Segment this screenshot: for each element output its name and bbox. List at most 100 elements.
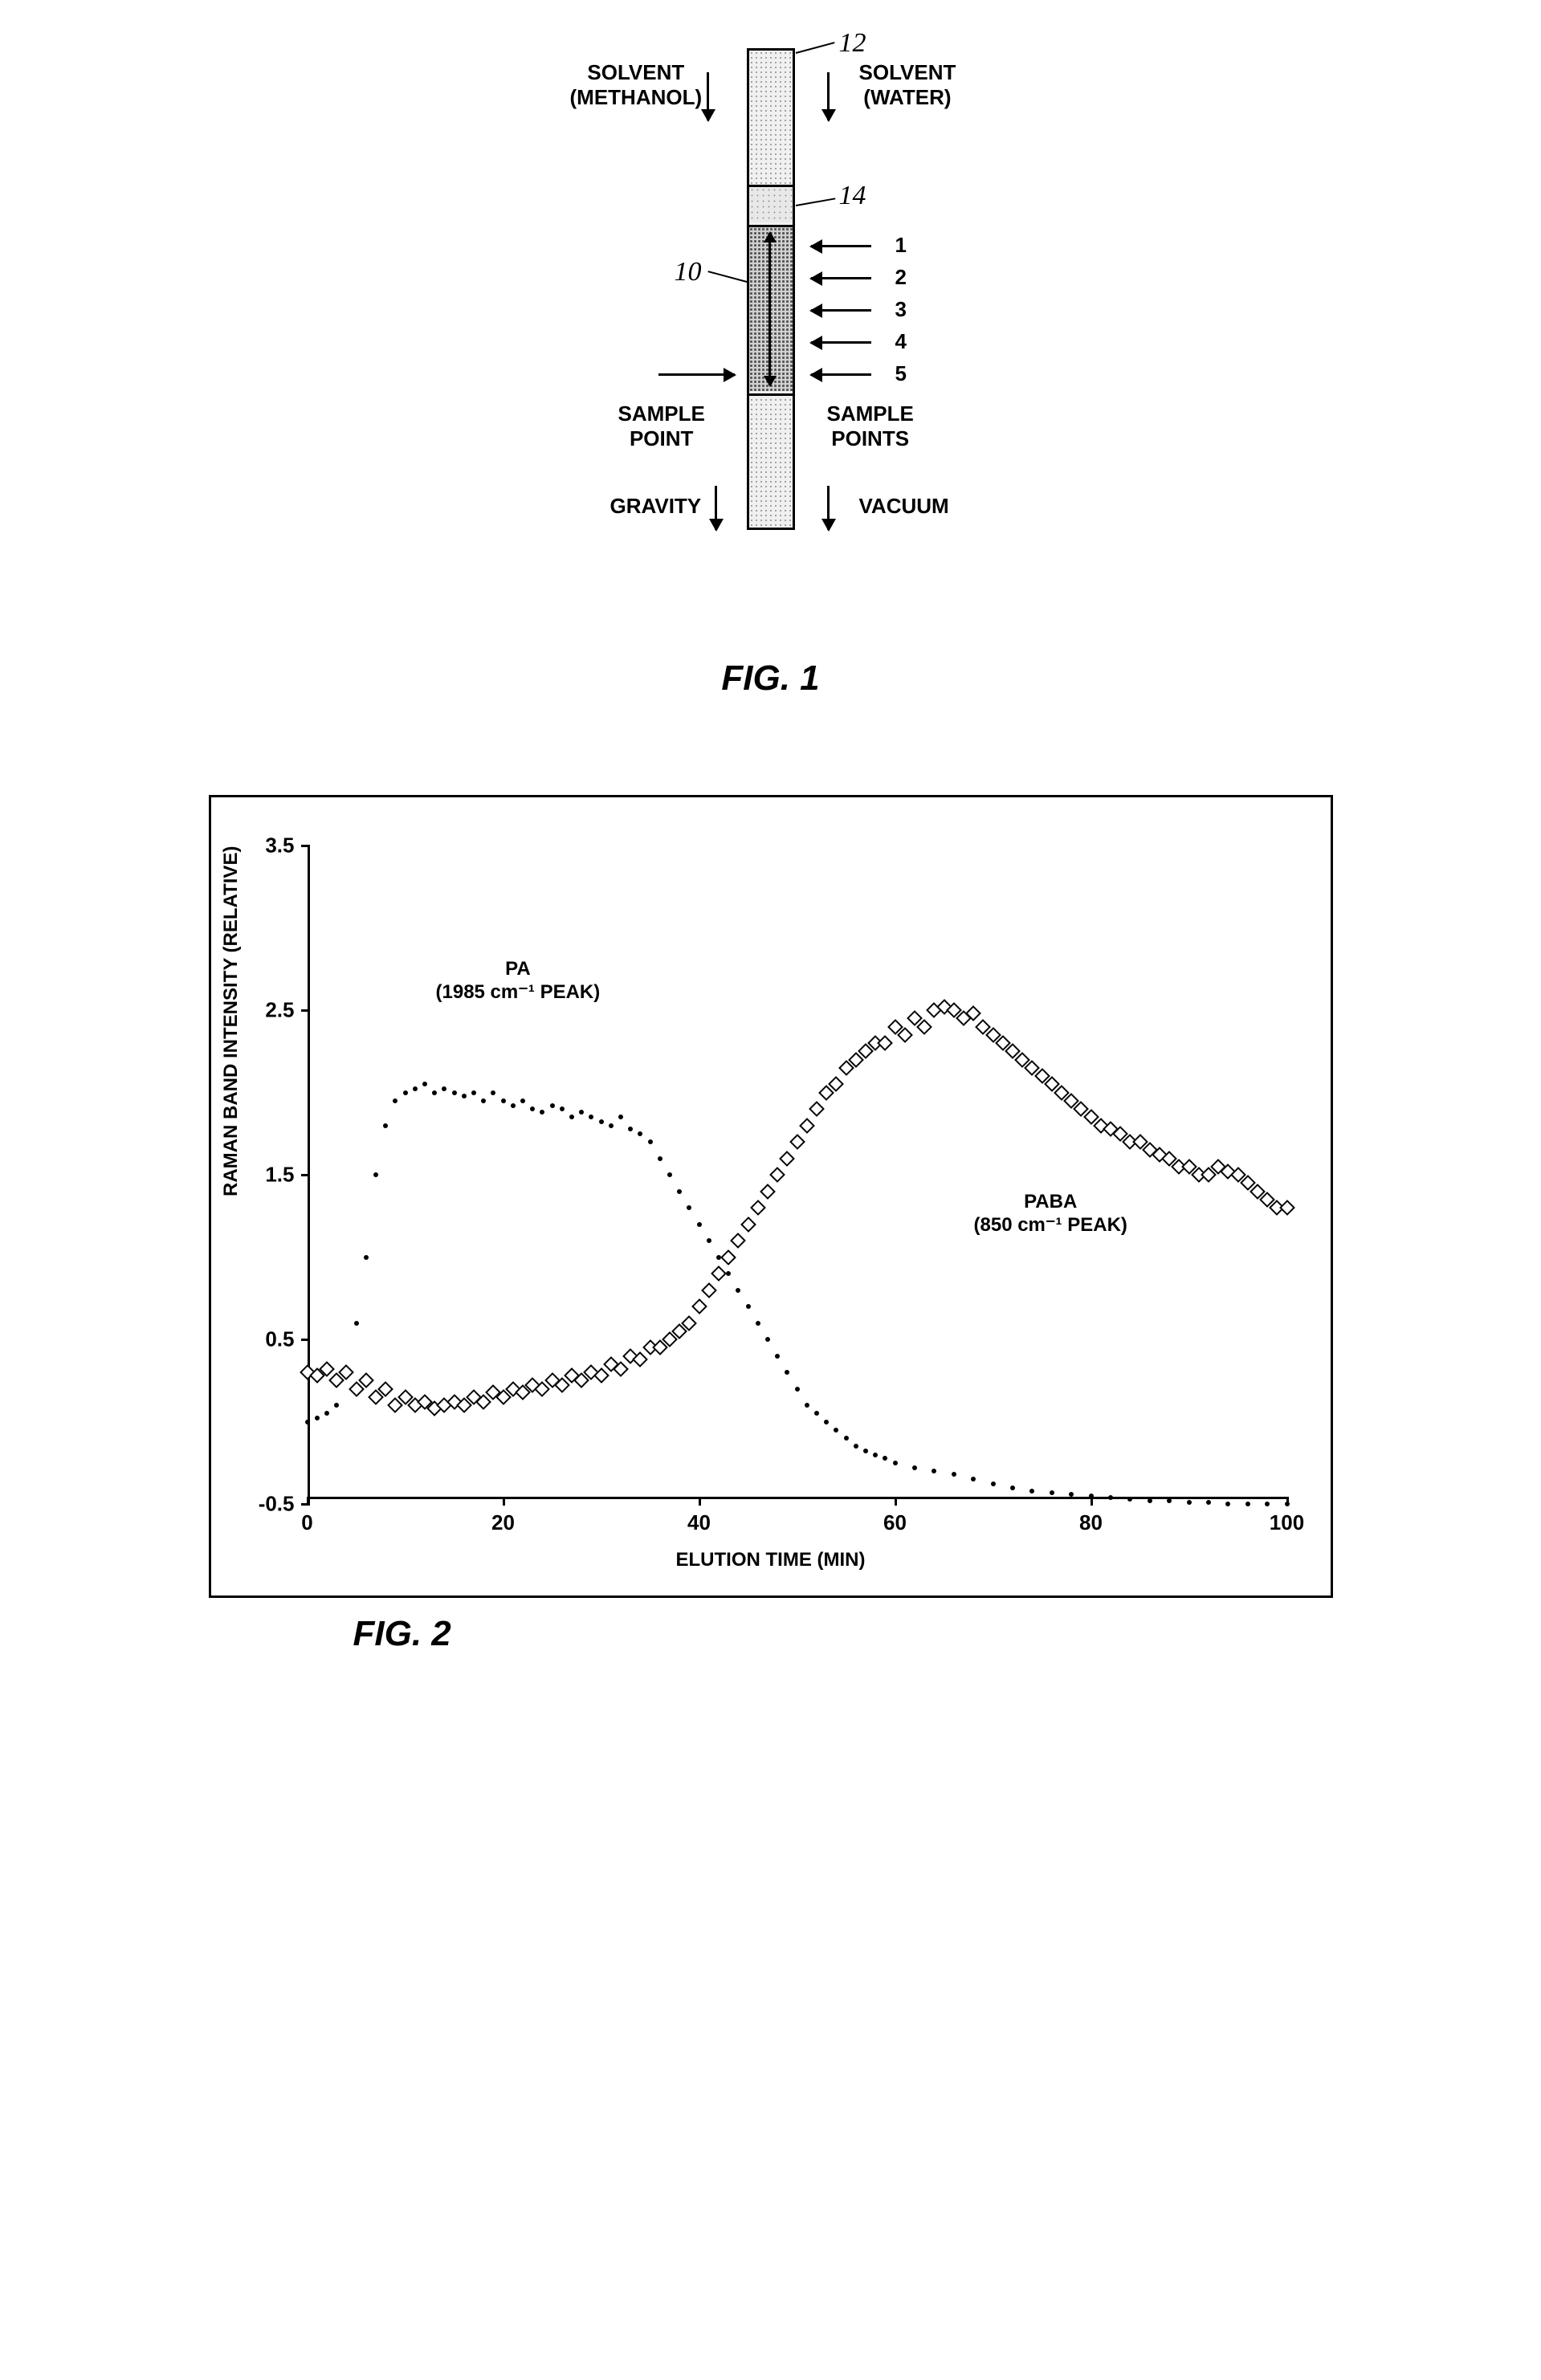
arrow-left-icon (811, 277, 871, 279)
paba-data-point (799, 1118, 815, 1134)
pa-data-point (912, 1465, 917, 1470)
pa-data-point (765, 1337, 770, 1342)
chart-area: RAMAN BAND INTENSITY (RELATIVE) ELUTION … (209, 795, 1333, 1598)
fig1-diagram: SOLVENT (METHANOL) SOLVENT (WATER) 12 14… (410, 48, 1132, 626)
pa-data-point (893, 1461, 898, 1465)
pa-data-point (863, 1449, 868, 1453)
pa-data-point (883, 1456, 887, 1461)
solvent-right-label: SOLVENT (WATER) (859, 60, 956, 110)
arrow-down-icon (827, 72, 830, 120)
arrow-left-icon (811, 373, 871, 376)
x-tick-label: 100 (1270, 1510, 1304, 1535)
paba-data-point (691, 1298, 707, 1314)
arrow-right-icon (658, 373, 735, 376)
pa-data-point (422, 1082, 427, 1086)
pa-data-point (609, 1123, 614, 1128)
pa-data-point (795, 1387, 800, 1392)
pa-data-point (520, 1098, 525, 1103)
paba-data-point (701, 1282, 717, 1298)
figure-1-caption: FIG. 1 (410, 658, 1132, 699)
arrow-down-icon (827, 486, 830, 530)
pa-data-point (756, 1321, 760, 1326)
pa-data-point (305, 1420, 310, 1424)
figure-2: RAMAN BAND INTENSITY (RELATIVE) ELUTION … (209, 795, 1333, 1654)
pa-data-point (1206, 1500, 1211, 1505)
pa-data-point (442, 1086, 446, 1091)
sample-point-number: 4 (895, 329, 907, 354)
pa-data-point (511, 1103, 516, 1108)
pa-data-point (677, 1189, 682, 1194)
ref-number-14: 14 (839, 181, 866, 211)
pa-data-point (854, 1444, 858, 1449)
double-arrow-icon (768, 233, 771, 385)
pa-data-point (550, 1103, 555, 1108)
pa-data-point (707, 1238, 711, 1243)
pa-data-point (1069, 1492, 1074, 1497)
pa-data-point (1187, 1500, 1192, 1505)
pa-data-point (628, 1127, 633, 1131)
pa-data-point (501, 1098, 506, 1103)
pa-data-point (824, 1420, 829, 1424)
paba-data-point (769, 1167, 785, 1183)
y-axis-title: RAMAN BAND INTENSITY (RELATIVE) (220, 846, 243, 1196)
paba-data-point (1279, 1200, 1295, 1216)
pa-data-point (462, 1094, 467, 1098)
pa-data-point (315, 1416, 320, 1420)
x-tick-label: 40 (687, 1510, 711, 1535)
x-axis-title: ELUTION TIME (MIN) (676, 1549, 866, 1571)
pa-data-point (638, 1131, 642, 1136)
arrow-left-icon (811, 245, 871, 247)
arrow-left-icon (811, 341, 871, 344)
paba-data-point (789, 1134, 805, 1150)
pa-data-point (579, 1110, 584, 1115)
pa-data-point (1010, 1485, 1015, 1490)
pa-data-point (844, 1436, 849, 1441)
paba-data-point (730, 1233, 746, 1249)
paba-data-point (877, 1035, 893, 1051)
pa-data-point (971, 1477, 976, 1481)
y-tick-label: 1.5 (265, 1163, 294, 1188)
paba-data-point (809, 1101, 825, 1117)
x-tick-label: 60 (883, 1510, 907, 1535)
y-tick-label: 0.5 (265, 1327, 294, 1352)
pa-data-point (1148, 1498, 1152, 1503)
pa-data-point (932, 1469, 936, 1473)
sample-point-number: 1 (895, 233, 907, 258)
pa-data-point (1245, 1502, 1250, 1506)
pa-data-point (667, 1172, 672, 1177)
pa-data-point (775, 1354, 780, 1359)
sample-point-label: SAMPLE POINT (618, 401, 705, 451)
pa-data-point (589, 1115, 593, 1119)
x-tick-label: 20 (491, 1510, 515, 1535)
pa-data-point (697, 1222, 702, 1227)
pa-data-point (1050, 1490, 1054, 1495)
paba-data-point (711, 1265, 727, 1282)
pa-data-point (746, 1304, 751, 1309)
pa-data-point (393, 1098, 397, 1103)
paba-series-label: PABA (850 cm⁻¹ PEAK) (974, 1191, 1127, 1237)
pa-data-point (383, 1123, 388, 1128)
pa-data-point (1225, 1502, 1230, 1506)
arrow-down-icon (715, 486, 717, 530)
pa-data-point (1285, 1502, 1290, 1506)
paba-data-point (760, 1184, 776, 1200)
x-tick-label: 80 (1079, 1510, 1103, 1535)
solvent-left-label: SOLVENT (METHANOL) (570, 60, 703, 110)
paba-data-point (720, 1249, 736, 1265)
pa-data-point (726, 1271, 731, 1276)
pa-data-point (324, 1411, 329, 1416)
pa-data-point (540, 1110, 544, 1115)
pa-data-point (413, 1086, 418, 1091)
vacuum-label: VACUUM (859, 494, 949, 519)
figure-2-caption: FIG. 2 (353, 1614, 451, 1654)
pa-data-point (481, 1098, 486, 1103)
pa-data-point (785, 1370, 789, 1375)
sample-point-number: 5 (895, 361, 907, 386)
y-tick-label: 2.5 (265, 998, 294, 1023)
gravity-label: GRAVITY (610, 494, 702, 519)
sample-point-number: 3 (895, 297, 907, 322)
pa-data-point (560, 1106, 565, 1111)
pa-data-point (687, 1205, 691, 1210)
pa-data-point (599, 1119, 604, 1124)
ref-line (707, 271, 747, 283)
